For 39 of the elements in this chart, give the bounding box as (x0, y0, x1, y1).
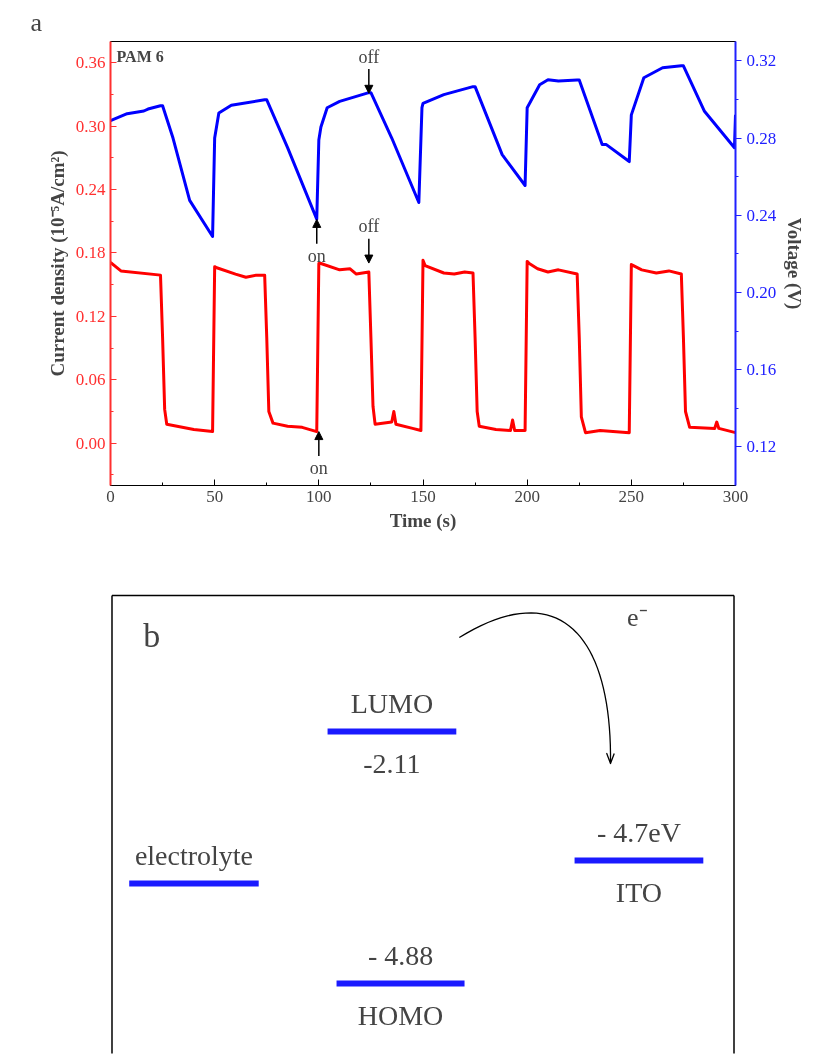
chart-title: a (30, 7, 43, 37)
annotation: off (358, 216, 380, 237)
y2-axis-title: Voltage (V) (783, 217, 806, 310)
x-tick-label: 300 (722, 486, 749, 506)
annotation: off (358, 46, 380, 67)
category-label: ITO (615, 877, 663, 908)
y2-tick-label: 0.12 (746, 437, 777, 457)
annotation: PAM 6 (116, 47, 164, 65)
line-series (110, 64, 736, 238)
annotation: on (309, 458, 328, 479)
y-tick-label: 0.36 (75, 53, 106, 73)
y-tick-label: 0.00 (75, 433, 106, 453)
y-tick-label: 0.30 (75, 116, 106, 136)
text: - 4.88 (367, 940, 434, 971)
y-tick-label: 0.06 (75, 370, 106, 390)
text: b (143, 617, 161, 654)
x-tick-label: 50 (206, 486, 224, 506)
y2-tick-label: 0.20 (746, 282, 777, 302)
x-tick-label: 150 (410, 486, 436, 506)
y-axis-title: Current density (10⁻⁵A/cm²) (46, 150, 69, 377)
category-label: LUMO (350, 688, 434, 719)
text: - 4.7eV (596, 817, 681, 848)
text: e⁻ (626, 603, 648, 632)
y-tick-label: 0.24 (75, 180, 106, 199)
y2-tick-label: 0.32 (746, 51, 777, 71)
y-tick-label: 0.18 (75, 243, 106, 263)
y2-tick-label: 0.28 (746, 128, 777, 148)
x-tick-label: 100 (306, 486, 332, 506)
x-tick-label: 200 (514, 486, 540, 506)
x-tick-label: 0 (106, 486, 115, 506)
annotation: on (307, 246, 326, 267)
text: -2.11 (363, 747, 421, 779)
category-label: HOMO (357, 1000, 444, 1031)
y2-tick-label: 0.16 (746, 360, 777, 380)
category-label: electrolyte (134, 840, 254, 871)
x-tick-label: 250 (618, 486, 645, 506)
y2-tick-label: 0.24 (746, 205, 777, 225)
y-tick-label: 0.12 (75, 306, 106, 326)
x-axis-title: Time (s) (389, 509, 457, 532)
